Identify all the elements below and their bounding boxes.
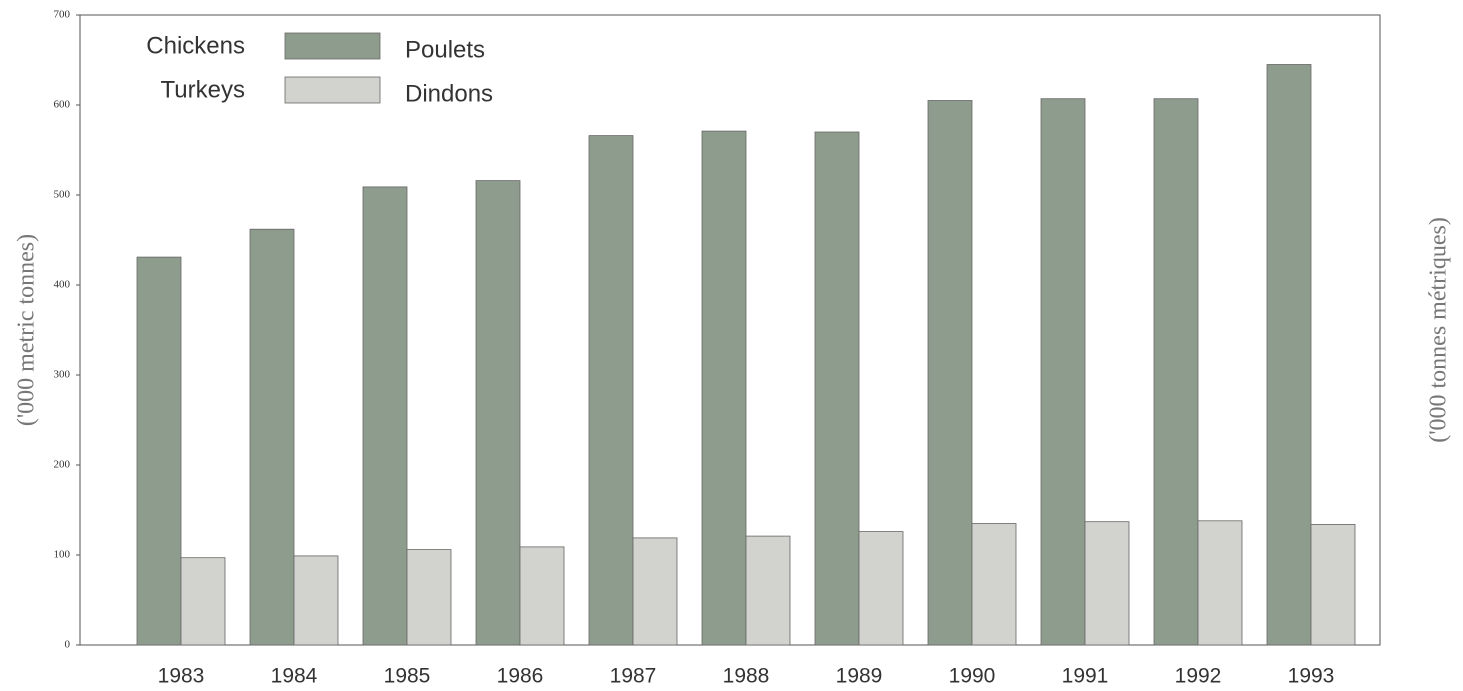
- y-tick-label: 100: [54, 549, 71, 561]
- y-tick-label: 300: [54, 369, 71, 381]
- legend-label-fr: Poulets: [405, 36, 485, 63]
- y-tick-label: 400: [54, 279, 71, 291]
- y-tick-label: 700: [54, 9, 71, 21]
- x-tick-label: 1986: [497, 665, 544, 688]
- y-tick-label: 200: [54, 459, 71, 471]
- bar: [1310, 524, 1356, 646]
- bar: [180, 557, 226, 646]
- bar: [814, 131, 860, 646]
- bar: [701, 130, 747, 646]
- bar: [1153, 98, 1199, 646]
- bar: [475, 180, 521, 646]
- x-tick-label: 1989: [836, 665, 883, 688]
- legend-swatch: [284, 32, 381, 60]
- x-tick-label: 1987: [610, 665, 657, 688]
- x-tick-label: 1983: [158, 665, 205, 688]
- x-tick-label: 1993: [1288, 665, 1335, 688]
- bar: [745, 535, 791, 646]
- y2-axis-title: ('000 tonnes métriques): [1426, 217, 1452, 443]
- bar: [406, 549, 452, 646]
- bar: [293, 555, 339, 646]
- legend-label: Chickens: [146, 32, 245, 59]
- legend-label-fr: Dindons: [405, 80, 493, 107]
- x-tick-label: 1992: [1175, 665, 1222, 688]
- x-tick-label: 1990: [949, 665, 996, 688]
- bar: [1197, 520, 1243, 646]
- bar: [971, 523, 1017, 646]
- bar: [136, 256, 182, 646]
- bar: [1040, 98, 1086, 646]
- legend-swatch: [284, 76, 381, 104]
- bar: [249, 228, 295, 646]
- y-axis-title: ('000 metric tonnes): [14, 234, 40, 426]
- y-tick-label: 500: [54, 189, 71, 201]
- x-tick-label: 1984: [271, 665, 318, 688]
- y-tick-label: 0: [65, 639, 71, 651]
- bar: [927, 100, 973, 646]
- bar: [632, 537, 678, 646]
- x-tick-label: 1988: [723, 665, 770, 688]
- legend-label: Turkeys: [161, 76, 245, 103]
- x-tick-label: 1985: [384, 665, 431, 688]
- bar: [519, 546, 565, 646]
- bar: [1266, 64, 1312, 646]
- bar: [858, 531, 904, 646]
- bar: [362, 186, 408, 646]
- x-tick-label: 1991: [1062, 665, 1109, 688]
- y-tick-label: 600: [54, 99, 71, 111]
- bar: [588, 135, 634, 646]
- bar: [1084, 521, 1130, 646]
